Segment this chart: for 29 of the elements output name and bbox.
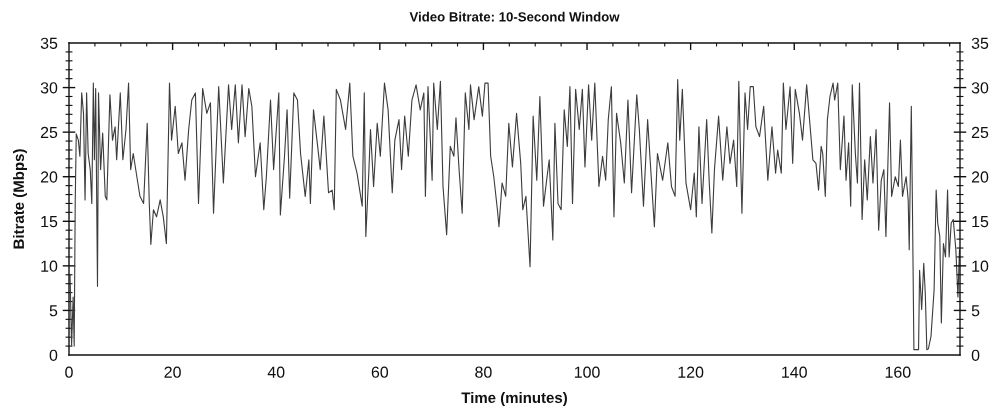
y-tick-label: 35 <box>40 37 58 49</box>
y-tick-label: 10 <box>41 260 58 272</box>
y2-tick-label: 25 <box>971 126 989 139</box>
y-tick-label: 0 <box>49 349 58 361</box>
x-axis-title: Time (minutes) <box>461 392 567 406</box>
line-series <box>69 78 960 351</box>
y2-tick-label: 10 <box>972 260 989 272</box>
x-tick-label: 0 <box>65 366 73 378</box>
x-tick-label: 40 <box>267 366 285 378</box>
x-tick-label: 60 <box>371 366 389 378</box>
y2-tick-label: 35 <box>971 37 989 49</box>
y2-tick-label: 15 <box>972 216 989 228</box>
x-tick-label: 80 <box>475 366 492 378</box>
y2-tick-label: 0 <box>971 349 980 361</box>
x-tick-label: 120 <box>678 366 704 378</box>
x-tick-label: 140 <box>782 366 807 378</box>
y2-tick-label: 5 <box>971 305 980 317</box>
x-tick-label: 20 <box>164 366 181 378</box>
y2-tick-label: 30 <box>971 82 989 94</box>
y-tick-label: 25 <box>40 126 58 139</box>
y-axis-title: Bitrate (Mbps) <box>13 149 27 249</box>
x-tick-label: 100 <box>574 366 600 378</box>
x-tick-label: 160 <box>885 366 911 378</box>
y-tick-label: 15 <box>41 216 58 228</box>
y-tick-label: 5 <box>49 305 58 317</box>
chart-title: Video Bitrate: 10-Second Window <box>409 11 620 22</box>
y-tick-label: 20 <box>40 171 58 183</box>
y-tick-label: 30 <box>40 82 58 94</box>
y2-tick-label: 20 <box>971 171 989 183</box>
